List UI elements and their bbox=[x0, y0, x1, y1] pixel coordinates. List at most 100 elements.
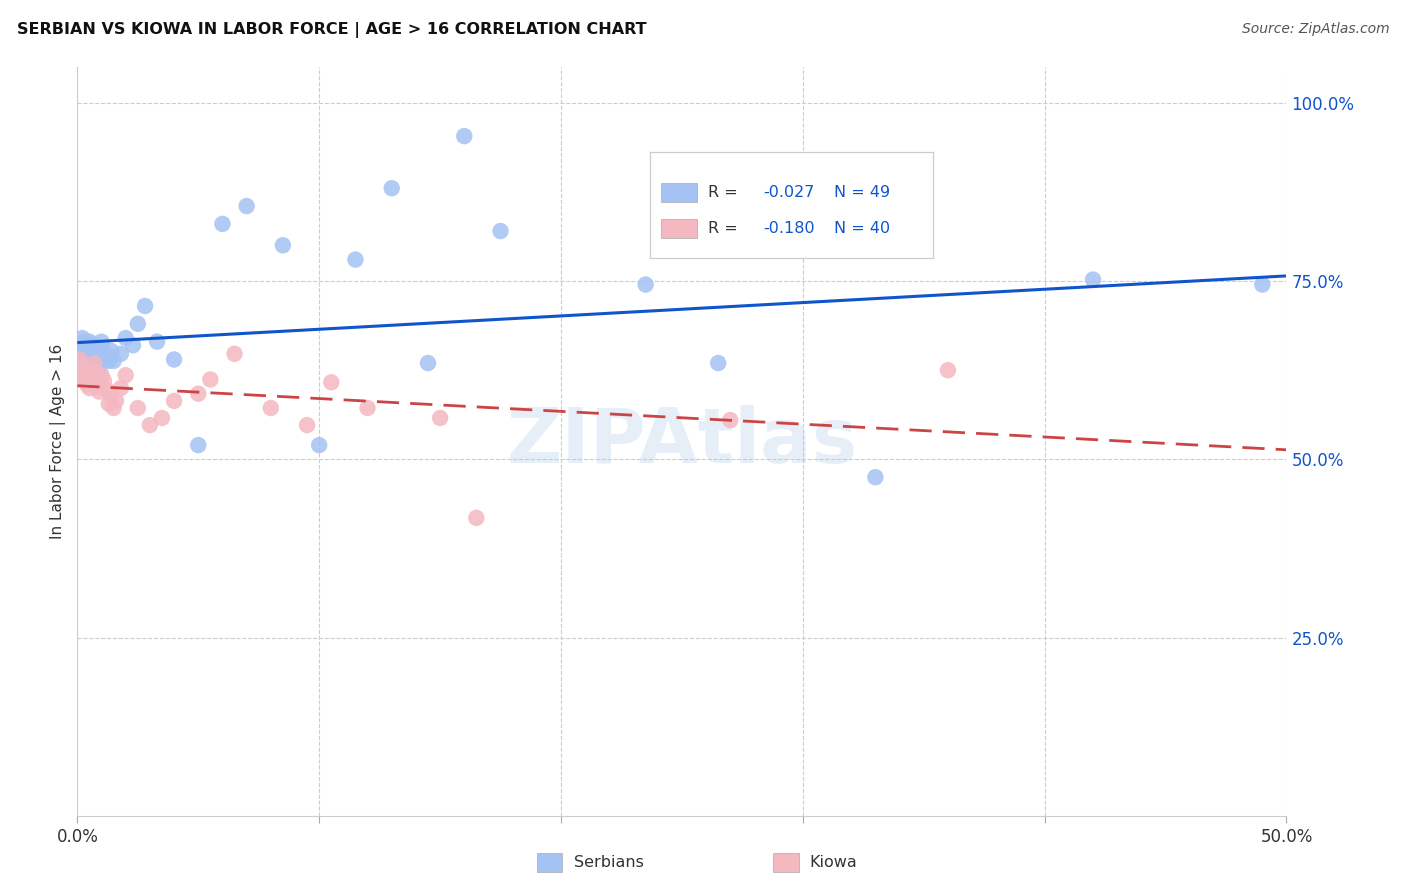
Point bbox=[1081, 272, 1104, 286]
Point bbox=[100, 388, 122, 402]
Point bbox=[73, 345, 96, 359]
Point bbox=[127, 317, 149, 331]
Point bbox=[69, 352, 91, 367]
Point bbox=[83, 349, 105, 363]
Point bbox=[73, 334, 96, 349]
Point bbox=[87, 384, 110, 399]
Point bbox=[344, 252, 367, 267]
Point bbox=[139, 418, 162, 433]
Point bbox=[489, 224, 512, 238]
Point bbox=[69, 349, 91, 363]
Text: -0.027: -0.027 bbox=[763, 185, 814, 200]
Point bbox=[224, 347, 246, 361]
Text: Serbians: Serbians bbox=[574, 855, 644, 870]
Point bbox=[103, 354, 125, 368]
Point bbox=[163, 393, 186, 408]
Point bbox=[70, 342, 93, 356]
Point bbox=[187, 386, 209, 401]
Point bbox=[87, 361, 110, 376]
Point bbox=[308, 438, 330, 452]
Point bbox=[80, 340, 103, 354]
Point bbox=[70, 368, 93, 383]
Point bbox=[87, 349, 110, 363]
Point bbox=[295, 418, 318, 433]
Point bbox=[122, 338, 145, 352]
Point bbox=[163, 352, 186, 367]
Point bbox=[707, 356, 730, 370]
Point bbox=[718, 413, 741, 427]
Point bbox=[235, 199, 257, 213]
Point bbox=[187, 438, 209, 452]
Point bbox=[134, 299, 156, 313]
Point bbox=[416, 356, 439, 370]
Point bbox=[90, 377, 112, 392]
Text: Kiowa: Kiowa bbox=[810, 855, 858, 870]
Point bbox=[79, 334, 101, 349]
Point bbox=[80, 374, 103, 388]
Point bbox=[93, 374, 115, 388]
Point bbox=[1251, 277, 1274, 292]
Point bbox=[865, 470, 887, 484]
Point bbox=[76, 342, 98, 356]
Point bbox=[93, 351, 115, 365]
Point bbox=[271, 238, 294, 252]
Point bbox=[96, 347, 118, 361]
Point bbox=[150, 411, 173, 425]
Bar bbox=[661, 183, 697, 202]
Point bbox=[105, 393, 128, 408]
Point bbox=[453, 129, 475, 144]
Point bbox=[634, 277, 657, 292]
Point bbox=[73, 363, 96, 377]
Y-axis label: In Labor Force | Age > 16: In Labor Force | Age > 16 bbox=[51, 344, 66, 539]
Point bbox=[79, 381, 101, 395]
Point bbox=[97, 354, 120, 368]
Point bbox=[79, 347, 101, 361]
Point bbox=[146, 334, 169, 349]
Point bbox=[80, 352, 103, 367]
Point bbox=[86, 365, 108, 379]
Point bbox=[70, 331, 93, 345]
Point bbox=[100, 343, 122, 358]
Point bbox=[79, 359, 101, 374]
Point bbox=[110, 347, 132, 361]
Point bbox=[70, 359, 93, 374]
Text: R =: R = bbox=[709, 221, 742, 235]
Point bbox=[356, 401, 378, 415]
Point bbox=[465, 511, 488, 525]
Point bbox=[110, 381, 132, 395]
Text: N = 40: N = 40 bbox=[834, 221, 890, 235]
Text: N = 49: N = 49 bbox=[834, 185, 890, 200]
Point bbox=[429, 411, 451, 425]
Point bbox=[260, 401, 283, 415]
Text: R =: R = bbox=[709, 185, 742, 200]
Point bbox=[73, 374, 96, 388]
Point bbox=[97, 397, 120, 411]
Point bbox=[76, 367, 98, 381]
Point bbox=[200, 372, 222, 386]
Text: Source: ZipAtlas.com: Source: ZipAtlas.com bbox=[1241, 22, 1389, 37]
Point bbox=[211, 217, 233, 231]
Text: ZIPAtlas: ZIPAtlas bbox=[506, 405, 858, 478]
Point bbox=[86, 354, 108, 368]
Point bbox=[83, 338, 105, 352]
Point bbox=[114, 331, 136, 345]
Point bbox=[80, 363, 103, 377]
Point bbox=[936, 363, 959, 377]
Point bbox=[83, 363, 105, 377]
Point bbox=[86, 379, 108, 393]
Point bbox=[90, 368, 112, 383]
Point bbox=[321, 376, 343, 390]
Point bbox=[127, 401, 149, 415]
Point bbox=[73, 356, 96, 370]
Bar bbox=[661, 219, 697, 238]
Point bbox=[103, 401, 125, 415]
Point bbox=[96, 383, 118, 397]
Point bbox=[381, 181, 404, 195]
Text: SERBIAN VS KIOWA IN LABOR FORCE | AGE > 16 CORRELATION CHART: SERBIAN VS KIOWA IN LABOR FORCE | AGE > … bbox=[17, 22, 647, 38]
Text: -0.180: -0.180 bbox=[763, 221, 814, 235]
Point bbox=[90, 342, 112, 356]
Point bbox=[83, 356, 105, 370]
Point bbox=[90, 334, 112, 349]
Point bbox=[76, 352, 98, 367]
Point bbox=[86, 345, 108, 359]
